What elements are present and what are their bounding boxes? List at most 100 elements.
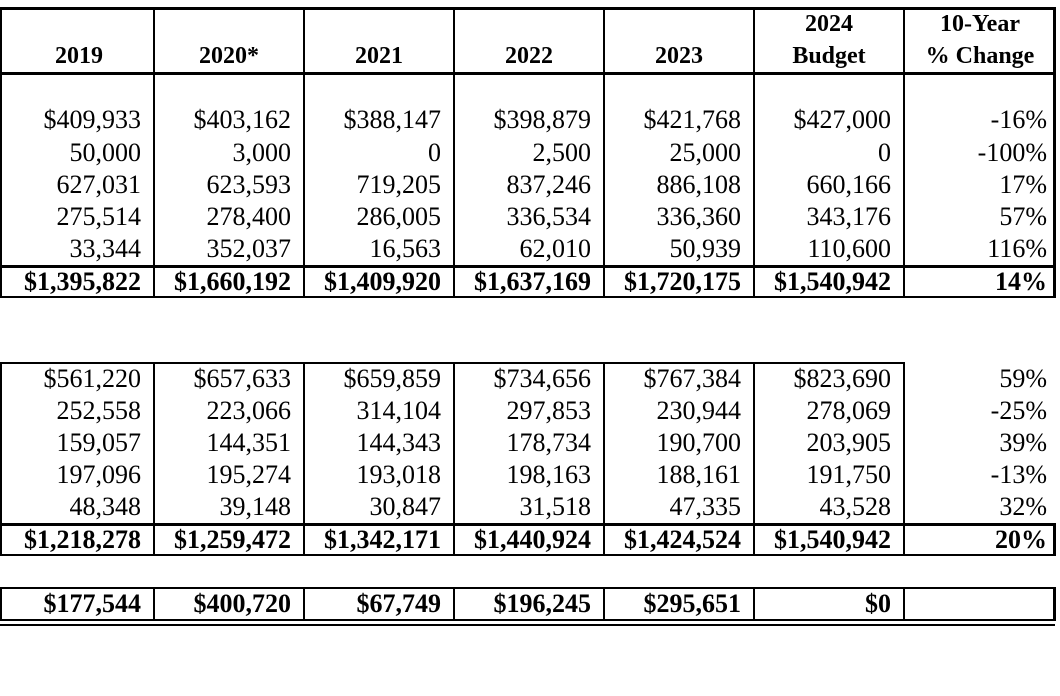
- header-bottom-border: [0, 72, 1055, 75]
- total-cell: $1,720,175: [624, 267, 741, 296]
- table-cell: 197,096: [56, 460, 142, 489]
- table-cell: 195,274: [206, 460, 292, 489]
- table-cell: 660,166: [806, 170, 892, 199]
- table-cell: $388,147: [343, 105, 442, 134]
- table-cell: 32%: [999, 492, 1047, 521]
- table-cell: -13%: [990, 460, 1047, 489]
- net-top-border: [0, 587, 1055, 589]
- column-divider: [303, 7, 305, 298]
- table-cell: $657,633: [193, 364, 292, 393]
- net-cell: $67,749: [356, 589, 442, 618]
- section2-total-bottom-border: [0, 554, 1055, 556]
- table-cell: $561,220: [43, 364, 142, 393]
- table-cell: 178,734: [506, 428, 592, 457]
- table-cell: $734,656: [493, 364, 592, 393]
- total-cell: $1,218,278: [24, 525, 141, 554]
- table-cell: 116%: [987, 234, 1047, 263]
- table-cell: 278,400: [206, 202, 292, 231]
- column-divider: [603, 587, 605, 621]
- header-2024-line2: Budget: [792, 43, 866, 69]
- column-divider: [753, 7, 755, 298]
- table-cell: 314,104: [356, 396, 442, 425]
- table-cell: -100%: [977, 138, 1047, 167]
- column-divider: [0, 587, 2, 621]
- table-cell: 43,528: [819, 492, 892, 521]
- table-cell: $659,859: [343, 364, 442, 393]
- table-cell: 278,069: [806, 396, 892, 425]
- total-cell: $1,259,472: [174, 525, 291, 554]
- total-cell: $1,395,822: [24, 267, 141, 296]
- table-cell: 719,205: [356, 170, 442, 199]
- column-divider: [903, 7, 905, 298]
- table-cell: 336,534: [506, 202, 592, 231]
- table-cell: 25,000: [669, 138, 742, 167]
- table-cell: -16%: [990, 105, 1047, 134]
- column-divider: [153, 587, 155, 621]
- table-cell: 230,944: [656, 396, 742, 425]
- table-cell: 50,939: [669, 234, 742, 263]
- column-divider: [153, 362, 155, 556]
- table-cell: $398,879: [493, 105, 592, 134]
- header-2023: 2023: [655, 43, 703, 69]
- table-cell: 33,344: [69, 234, 142, 263]
- column-divider: [603, 362, 605, 556]
- column-divider: [0, 362, 2, 556]
- table-cell: 16,563: [369, 234, 442, 263]
- net-cell: [905, 588, 1055, 620]
- header-2021: 2021: [355, 43, 403, 69]
- table-cell: 144,343: [356, 428, 442, 457]
- total-cell: $1,540,942: [774, 267, 891, 296]
- total-cell: $1,424,524: [624, 525, 741, 554]
- column-divider: [1053, 7, 1056, 298]
- header-2019: 2019: [55, 43, 103, 69]
- net-cell: $177,544: [43, 589, 142, 618]
- table-cell: 0: [428, 138, 441, 167]
- column-divider: [303, 587, 305, 621]
- table-cell: $421,768: [643, 105, 742, 134]
- table-cell: $403,162: [193, 105, 292, 134]
- table-cell: 17%: [999, 170, 1047, 199]
- total-cell: $1,637,169: [474, 267, 591, 296]
- table-cell: 623,593: [206, 170, 292, 199]
- table-cell: 144,351: [206, 428, 292, 457]
- section1-total-top-border: [0, 265, 1055, 268]
- column-divider: [453, 587, 455, 621]
- table-cell: 50,000: [69, 138, 142, 167]
- table-cell: 190,700: [656, 428, 742, 457]
- column-divider: [753, 587, 755, 621]
- header-change-line1: 10-Year: [940, 11, 1020, 37]
- net-cell: $295,651: [643, 589, 742, 618]
- table-cell: $409,933: [43, 105, 142, 134]
- table-cell: 193,018: [356, 460, 442, 489]
- section2-top-border: [0, 362, 905, 364]
- table-cell: 0: [878, 138, 891, 167]
- table-cell: -25%: [990, 396, 1047, 425]
- table-cell: 252,558: [56, 396, 142, 425]
- header-2022: 2022: [505, 43, 553, 69]
- table-cell: 39,148: [219, 492, 292, 521]
- table-cell: 336,360: [656, 202, 742, 231]
- table-cell: 203,905: [806, 428, 892, 457]
- total-cell: $1,440,924: [474, 525, 591, 554]
- net-cell: $400,720: [193, 589, 292, 618]
- total-cell: 20%: [995, 525, 1047, 554]
- table-cell: 48,348: [69, 492, 142, 521]
- column-divider: [753, 362, 755, 556]
- table-cell: 30,847: [369, 492, 442, 521]
- section2-total-top-border: [0, 523, 1055, 526]
- table-cell: 627,031: [56, 170, 142, 199]
- table-cell: 188,161: [656, 460, 742, 489]
- table-cell: 110,600: [807, 234, 891, 263]
- column-divider: [153, 7, 155, 298]
- table-cell: $767,384: [643, 364, 742, 393]
- net-cell: $0: [865, 589, 891, 618]
- total-cell: 14%: [995, 267, 1047, 296]
- table-cell: 198,163: [506, 460, 592, 489]
- table-cell: 31,518: [519, 492, 592, 521]
- table-cell: 159,057: [56, 428, 142, 457]
- table-cell: $427,000: [793, 105, 892, 134]
- table-cell: 837,246: [506, 170, 592, 199]
- total-cell: $1,409,920: [324, 267, 441, 296]
- table-cell: 275,514: [56, 202, 142, 231]
